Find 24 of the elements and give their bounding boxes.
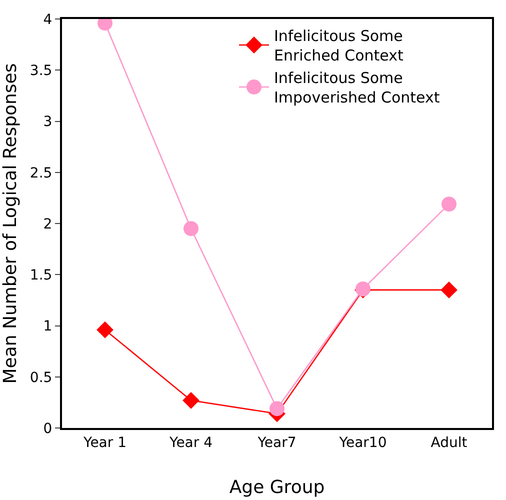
y-tick-label: 2 <box>43 216 52 232</box>
y-tick-label: 1 <box>43 318 52 335</box>
x-tick-label: Year 4 <box>168 434 213 451</box>
point <box>182 392 200 409</box>
y-tick-label: 3 <box>43 114 52 130</box>
point <box>440 282 458 298</box>
x-tick-label: Year7 <box>256 434 296 451</box>
y-tick-label: 1.5 <box>30 268 52 284</box>
legend-label: Infelicitous Some Impoverished Context <box>274 69 440 107</box>
legend-label: Infelicitous Some Enriched Context <box>274 27 404 65</box>
x-axis-title: Age Group <box>229 477 325 498</box>
x-tick-label: Adult <box>430 434 468 451</box>
point <box>96 321 114 338</box>
y-tick-label: 2.5 <box>30 165 52 182</box>
x-tick-label: Year 1 <box>82 434 126 451</box>
point <box>270 401 284 416</box>
y-tick-label: 0 <box>43 420 52 437</box>
point <box>442 196 456 212</box>
y-tick-label: 3.5 <box>30 63 52 80</box>
point <box>184 221 198 236</box>
y-tick-label: 0.5 <box>30 370 52 386</box>
y-tick-label: 4 <box>43 12 52 28</box>
x-tick-label: Year10 <box>338 434 387 451</box>
y-axis-title: Mean Number of Logical Responses <box>0 63 21 384</box>
